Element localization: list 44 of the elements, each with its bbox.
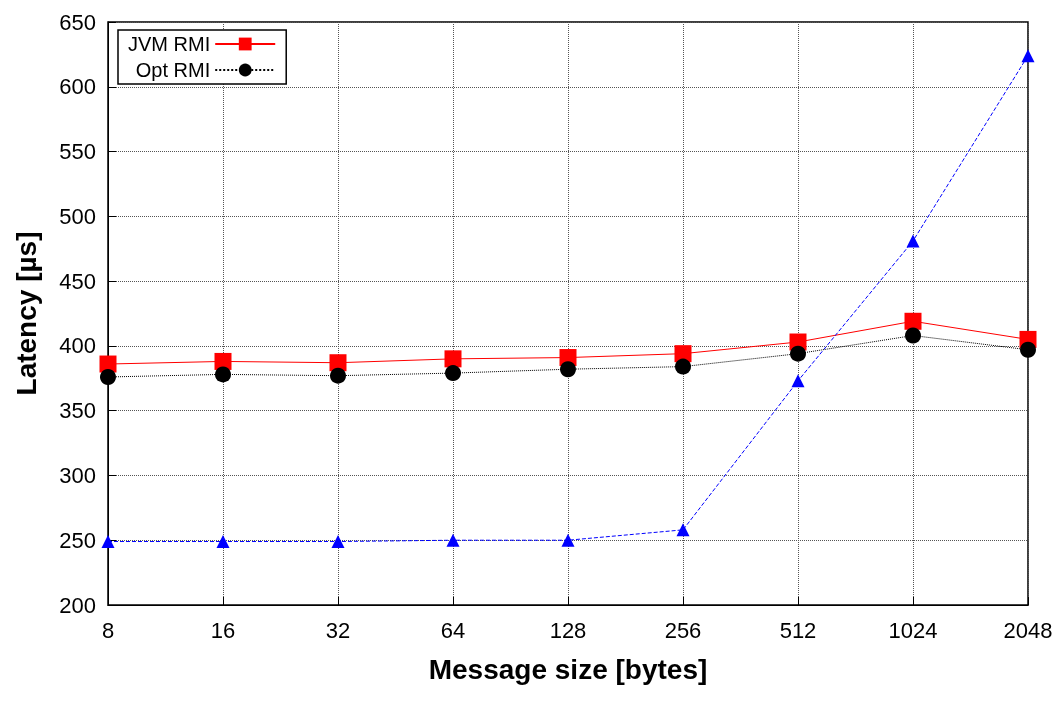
- point: [329, 354, 347, 372]
- y-tick-label: 550: [59, 139, 96, 165]
- x-tick-label: 1024: [888, 617, 938, 643]
- x-tick-label: 512: [779, 617, 817, 643]
- point: [560, 361, 576, 378]
- point: [1020, 341, 1036, 358]
- point: [676, 523, 690, 537]
- point: [331, 535, 345, 549]
- x-tick-label: 2048: [1003, 617, 1053, 643]
- x-tick-label: 128: [549, 617, 587, 643]
- point: [100, 368, 116, 385]
- point: [330, 367, 346, 384]
- point: [446, 533, 460, 547]
- point: [216, 535, 230, 549]
- point: [444, 350, 462, 368]
- y-tick-label: 600: [59, 74, 96, 100]
- point: [904, 312, 922, 330]
- x-tick-label: 8: [101, 617, 115, 643]
- y-tick-label: 400: [59, 333, 96, 359]
- point: [215, 366, 231, 383]
- x-tick-label: 256: [664, 617, 702, 643]
- point: [1021, 49, 1035, 63]
- point: [906, 234, 920, 248]
- point: [445, 365, 461, 382]
- point: [675, 358, 691, 375]
- legend-label: JVM RMI: [128, 33, 211, 55]
- legend-label: Opt RMI: [135, 59, 211, 81]
- x-tick-label: 64: [440, 617, 466, 643]
- point: [905, 327, 921, 344]
- y-tick-label: 500: [59, 203, 96, 229]
- y-tick-label: 300: [59, 462, 96, 488]
- x-tick-label: 16: [210, 617, 236, 643]
- y-tick-label: 200: [59, 592, 96, 618]
- y-axis-title: Latency [µs]: [10, 231, 42, 396]
- point: [101, 535, 115, 549]
- y-tick-label: 350: [59, 398, 96, 424]
- y-tick-label: 250: [59, 527, 96, 553]
- y-tick-label: 450: [59, 268, 96, 294]
- x-tick-label: 32: [325, 617, 351, 643]
- point: [561, 533, 575, 547]
- y-tick-label: 650: [59, 9, 96, 35]
- point: [790, 345, 806, 362]
- point: [791, 374, 805, 388]
- x-axis-title: Message size [bytes]: [428, 653, 708, 685]
